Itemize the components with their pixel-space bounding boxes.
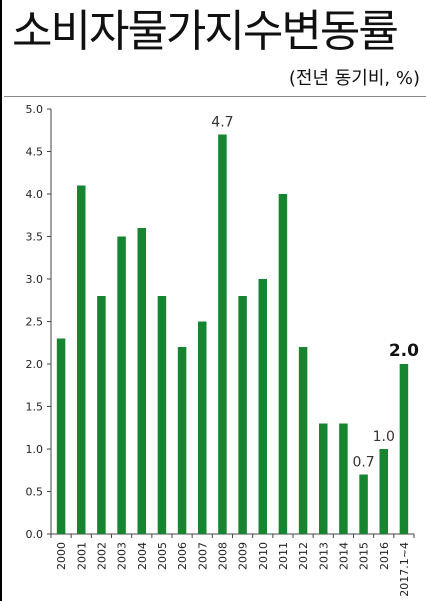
y-tick-label: 4.0 [26, 188, 44, 201]
bar-2015 [359, 474, 368, 534]
bar-2008 [218, 134, 227, 534]
x-tick-label: 2017.1~4 [398, 542, 411, 597]
bar-2002 [97, 296, 106, 534]
bar-2003 [117, 236, 126, 534]
y-tick-label: 0.0 [26, 528, 44, 541]
bar-2000 [56, 338, 66, 534]
data-label-2008: 4.7 [211, 115, 233, 131]
y-tick-label: 4.5 [26, 146, 44, 159]
bar-2014 [339, 423, 348, 534]
y-tick-label: 3.5 [26, 231, 44, 244]
bar-2001 [77, 185, 86, 534]
x-tick-label: 2013 [317, 542, 330, 570]
bar-2007 [198, 321, 207, 534]
x-tick-label: 2006 [176, 542, 189, 570]
bar-2016 [379, 449, 388, 534]
data-label-2017.1~4: 2.0 [389, 341, 419, 361]
bar-2009 [238, 296, 247, 534]
bar-2017.1~4 [399, 364, 409, 534]
y-tick-label: 5.0 [26, 103, 44, 116]
bar-2006 [177, 347, 187, 534]
y-tick-label: 1.5 [26, 401, 44, 414]
x-tick-label: 2015 [358, 542, 371, 570]
y-tick-label: 0.5 [26, 486, 44, 499]
chart-title: 소비자물가지수변동률 [12, 6, 399, 57]
data-label-2016: 1.0 [373, 429, 395, 445]
x-tick-label: 2014 [337, 542, 350, 570]
x-tick-label: 2010 [257, 542, 270, 570]
x-tick-label: 2003 [116, 542, 129, 570]
bar-2013 [319, 423, 328, 534]
chart-subtitle: (전년 동기비, %) [288, 68, 420, 89]
y-tick-label: 3.0 [26, 273, 44, 286]
x-tick-label: 2005 [156, 542, 169, 570]
x-tick-label: 2007 [196, 542, 209, 570]
bar-2010 [258, 279, 267, 534]
x-tick-label: 2002 [95, 542, 108, 570]
bar-2005 [157, 296, 167, 534]
y-tick-label: 2.0 [26, 358, 44, 371]
bar-2012 [298, 347, 308, 534]
data-label-2015: 0.7 [352, 455, 374, 471]
x-tick-label: 2012 [297, 542, 310, 570]
bar-2004 [137, 228, 146, 534]
header-divider [4, 96, 426, 97]
bar-2011 [278, 194, 288, 534]
x-tick-label: 2011 [277, 542, 290, 570]
x-tick-label: 2009 [237, 542, 250, 570]
x-tick-label: 2016 [378, 542, 391, 570]
x-tick-label: 2001 [75, 542, 88, 570]
x-tick-label: 2000 [55, 542, 68, 570]
x-tick-label: 2004 [136, 542, 149, 570]
y-tick-label: 2.5 [26, 316, 44, 329]
y-tick-label: 1.0 [26, 443, 44, 456]
x-tick-label: 2008 [216, 542, 229, 570]
